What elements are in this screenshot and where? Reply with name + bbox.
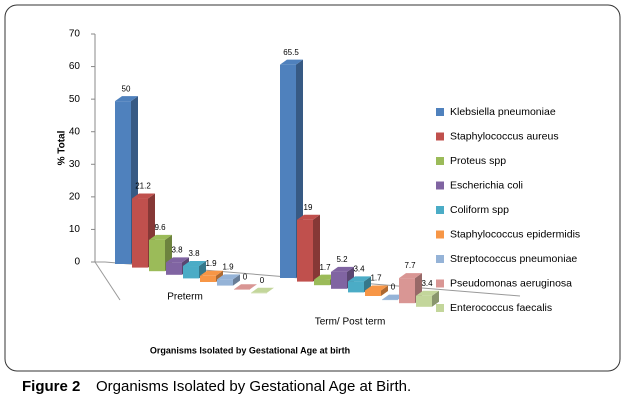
y-tick-label: 40 <box>69 126 81 137</box>
legend-swatch <box>436 157 444 165</box>
bar-top <box>183 261 206 267</box>
bar <box>166 262 182 275</box>
chart-title: Organisms Isolated by Gestational Age at… <box>150 345 350 355</box>
bar <box>234 289 250 290</box>
data-label: 3.4 <box>421 279 433 288</box>
y-tick-label: 30 <box>69 159 81 170</box>
bar-top <box>166 257 189 263</box>
x-tick-label: Term/ Post term <box>315 317 386 328</box>
legend-label: Coliform spp <box>450 204 509 216</box>
legend-swatch <box>436 181 444 190</box>
legend-label: Staphylococcus epidermidis <box>450 228 580 240</box>
legend-label: Pseudomonas aeruginosa <box>450 277 572 289</box>
bar-top <box>365 285 388 291</box>
bar-top <box>200 270 223 276</box>
data-label: 0 <box>260 276 265 285</box>
legend-label: Streptococcus pneumoniae <box>450 253 577 265</box>
bar-side <box>432 290 439 307</box>
bar <box>132 198 148 268</box>
legend-label: Staphylococcus aureus <box>450 130 559 142</box>
legend-label: Proteus spp <box>450 155 506 167</box>
data-label: 5.2 <box>336 255 348 264</box>
x-tick-label: Preterm <box>167 292 203 303</box>
bar <box>280 64 296 279</box>
legend-label: Enterococcus faecalis <box>450 302 552 314</box>
legend-swatch <box>436 230 444 239</box>
y-tick-label: 20 <box>69 191 81 202</box>
data-label: 1.9 <box>222 263 234 272</box>
bar-top <box>297 214 320 220</box>
bar-top <box>399 273 422 279</box>
bar <box>399 278 415 304</box>
bar <box>314 279 330 286</box>
floor <box>95 261 521 297</box>
data-label: 19 <box>304 203 313 212</box>
bar-top <box>149 234 172 240</box>
legend-swatch <box>436 206 444 214</box>
legend-swatch <box>436 108 444 116</box>
bar-top <box>280 59 303 65</box>
y-tick-label: 10 <box>69 224 81 235</box>
data-label: 9.6 <box>154 223 166 232</box>
bar-top <box>217 274 240 280</box>
data-label: 50 <box>122 84 131 93</box>
data-label: 3.8 <box>171 246 183 255</box>
bar-top <box>416 290 439 296</box>
data-label: 1.7 <box>319 263 331 272</box>
bar <box>365 290 381 296</box>
legend-label: Klebsiella pneumoniae <box>450 106 556 118</box>
bar <box>115 101 131 265</box>
bar-side <box>381 285 388 296</box>
bar-top <box>115 96 138 102</box>
caption-text: Organisms Isolated by Gestational Age at… <box>96 378 411 395</box>
data-label: 65.5 <box>283 48 299 57</box>
legend-swatch <box>436 255 444 263</box>
bar <box>251 292 267 294</box>
data-label: 21.2 <box>135 182 151 191</box>
y-tick-label: 70 <box>69 29 81 40</box>
y-tick-label: 0 <box>74 257 80 268</box>
data-label: 3.4 <box>353 264 365 273</box>
bar <box>382 299 398 301</box>
data-label: 1.9 <box>205 259 217 268</box>
bar <box>348 281 364 293</box>
y-tick-label: 50 <box>69 94 81 105</box>
bar <box>297 219 313 282</box>
chart-frame <box>4 4 621 372</box>
bar <box>183 266 199 279</box>
y-axis-label: % Total <box>57 130 68 165</box>
y-tick-label: 60 <box>69 61 81 72</box>
bar-top <box>348 276 371 282</box>
caption-label: Figure 2 <box>22 378 80 395</box>
data-label: 1.7 <box>370 274 382 283</box>
bar-top <box>234 284 257 290</box>
bar <box>149 239 165 272</box>
bar <box>416 295 432 307</box>
bar <box>200 275 216 282</box>
bar-top <box>251 287 274 293</box>
data-label: 7.7 <box>404 261 416 270</box>
legend-label: Escherichia coli <box>450 179 523 191</box>
bar-top <box>331 266 354 272</box>
bar-side <box>233 274 240 286</box>
legend-swatch <box>436 304 444 312</box>
bar-top <box>132 193 155 199</box>
data-label: 3.8 <box>188 249 200 258</box>
bar <box>331 271 347 289</box>
bar <box>217 279 233 286</box>
data-label: 0 <box>391 283 396 292</box>
data-label: 0 <box>243 272 248 281</box>
legend-swatch <box>436 132 444 141</box>
bar-side <box>313 214 320 282</box>
legend-swatch <box>436 279 444 288</box>
floor-edge <box>94 261 121 301</box>
